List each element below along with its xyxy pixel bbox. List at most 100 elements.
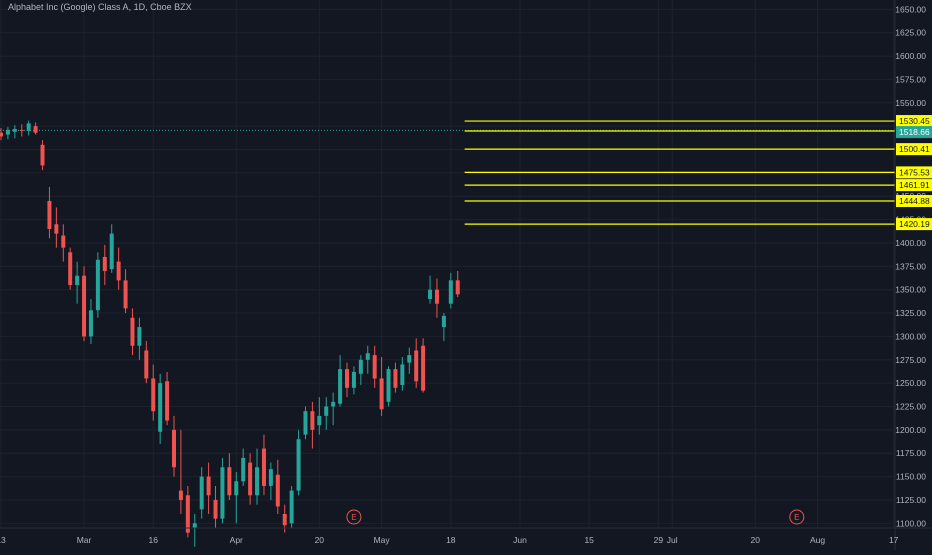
candle-body-down — [19, 129, 24, 131]
time-tick-label: Jul — [667, 535, 678, 545]
candle-body-up — [386, 369, 391, 402]
candle-body-down — [144, 350, 149, 379]
time-tick-label: 13 — [0, 535, 6, 545]
candle-body-down — [206, 476, 211, 496]
level-price-tag-label: 1444.88 — [899, 196, 930, 206]
candle-body-down — [421, 345, 426, 391]
candle-body-up — [192, 523, 197, 528]
candle-body-down — [151, 378, 156, 412]
level-price-tag — [896, 179, 932, 192]
candle-body-down — [379, 378, 384, 410]
candle-body-down — [102, 256, 107, 272]
price-tick-label: 1625.00 — [895, 28, 926, 38]
price-tick-label: 1250.00 — [895, 378, 926, 388]
candle-body-down — [455, 280, 460, 295]
price-tick-label: 1175.00 — [896, 448, 926, 458]
candle-body-down — [178, 490, 183, 500]
candle-body-up — [255, 467, 260, 496]
time-tick-label: 18 — [446, 535, 456, 545]
time-tick-label: 15 — [584, 535, 594, 545]
level-price-tag — [896, 143, 932, 156]
candle-body-up — [109, 233, 114, 270]
candle-body-down — [47, 200, 52, 229]
price-tick-label: 1150.00 — [896, 472, 926, 482]
candle-body-up — [296, 439, 301, 491]
candle-body-up — [338, 369, 343, 404]
price-tick-label: 1100.00 — [896, 518, 926, 528]
price-tick-label: 1125.00 — [896, 495, 926, 505]
candle-body-up — [199, 476, 204, 510]
candle-body-down — [165, 381, 170, 421]
candle-body-down — [130, 317, 135, 346]
candle-body-down — [40, 144, 45, 166]
time-tick-label: 17 — [889, 535, 899, 545]
time-tick-label: Apr — [230, 535, 243, 545]
candle-body-up — [400, 364, 405, 386]
candle-body-up — [428, 289, 433, 300]
candle-body-up — [351, 371, 356, 388]
price-tick-label: 1550.00 — [895, 98, 926, 108]
time-tick-label: Mar — [77, 535, 92, 545]
level-price-tag — [896, 195, 932, 208]
earnings-marker-label: E — [794, 513, 799, 522]
candle-body-up — [158, 383, 163, 432]
candle-body-up — [407, 355, 412, 363]
candle-body-up — [365, 353, 370, 360]
candle-body-up — [241, 457, 246, 482]
time-tick-label: 20 — [315, 535, 325, 545]
candle-body-down — [282, 513, 287, 526]
candle-body-down — [393, 369, 398, 388]
time-tick-label: 16 — [149, 535, 159, 545]
horizontal-levels — [0, 120, 895, 225]
candle-body-down — [116, 261, 121, 281]
candle-body-up — [358, 359, 363, 374]
level-price-tag-label: 1475.53 — [899, 167, 930, 177]
candle-body-down — [68, 252, 73, 286]
candle-body-up — [324, 406, 329, 416]
price-tick-label: 1575.00 — [895, 74, 926, 84]
price-tick-label: 1350.00 — [895, 285, 926, 295]
candle-body-up — [75, 275, 80, 286]
last-price-tag-label: 1518.66 — [899, 127, 930, 137]
candle-body-up — [441, 315, 446, 328]
symbol-title: Alphabet Inc (Google) Class A, 1D, Cboe … — [8, 2, 192, 12]
time-tick-label: Aug — [810, 535, 825, 545]
earnings-marker — [346, 509, 362, 525]
candle-body-down — [172, 429, 176, 468]
price-tick-label: 1300.00 — [895, 331, 926, 341]
level-price-tag — [896, 166, 932, 179]
price-axis[interactable]: 1100.00 1125.00 1150.00 1175.00 1200.00 1225.… — [895, 4, 926, 528]
candle-body-down — [0, 132, 3, 137]
candle-body-down — [123, 280, 128, 309]
price-tick-label: 1375.00 — [895, 261, 926, 271]
candle-body-down — [248, 462, 253, 496]
level-price-tag-label: 1461.91 — [899, 180, 930, 190]
candle-body-up — [88, 310, 93, 337]
candle-body-down — [54, 224, 59, 234]
price-tick-label: 1200.00 — [895, 425, 926, 435]
candle-body-down — [213, 499, 218, 519]
price-tick-label: 1650.00 — [895, 4, 926, 14]
candle-body-down — [372, 355, 377, 379]
candle-body-down — [261, 448, 266, 486]
candle-body-down — [310, 411, 315, 430]
time-tick-label: May — [374, 535, 391, 545]
candle-body-up — [268, 469, 273, 486]
price-tick-label: 1275.00 — [895, 355, 926, 365]
earnings-marker-label: E — [351, 513, 356, 522]
price-tick-label: 1400.00 — [895, 238, 926, 248]
candle-body-up — [26, 123, 31, 131]
last-price-tag — [896, 126, 932, 139]
candle-body-up — [12, 128, 17, 132]
candle-body-down — [33, 126, 38, 133]
time-tick-label: 29 — [654, 535, 664, 545]
candle-body-down — [434, 289, 439, 304]
candle-body-up — [95, 259, 100, 311]
level-price-tag — [896, 115, 932, 128]
candle-body-down — [414, 350, 419, 382]
